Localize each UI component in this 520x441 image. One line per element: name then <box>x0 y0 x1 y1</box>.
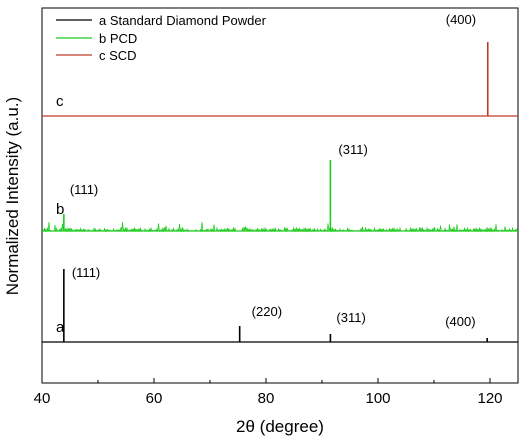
x-tick-label: 100 <box>365 390 390 407</box>
peak-label-a: (311) <box>336 310 365 325</box>
x-tick-label: 60 <box>146 390 163 407</box>
peak-annotations: (111) (220) (311) (400) (111) (311) (400) <box>70 12 476 329</box>
legend-label-a: a Standard Diamond Powder <box>99 13 267 28</box>
x-tick-label: 80 <box>258 390 275 407</box>
x-axis-title: 2θ (degree) <box>236 417 324 436</box>
legend: a Standard Diamond Powder b PCD c SCD <box>56 13 267 63</box>
plot-frame <box>41 7 519 384</box>
legend-label-c: c SCD <box>99 48 137 63</box>
x-axis-tick-labels: 40 60 80 100 120 <box>34 390 503 407</box>
y-axis-title: Normalized Intensity (a.u.) <box>3 97 22 295</box>
x-tick-label: 40 <box>34 390 51 407</box>
peak-label-a: (111) <box>72 265 100 280</box>
pcd-noise <box>41 221 519 233</box>
series-letter-b: b <box>56 201 64 218</box>
pcd-noise-path <box>41 221 519 233</box>
legend-label-b: b PCD <box>99 31 137 46</box>
series-letter-c: c <box>56 93 64 110</box>
series-letters: a b c <box>56 93 65 336</box>
peak-label-b: (311) <box>338 142 367 157</box>
x-axis-ticks <box>41 378 491 383</box>
peak-label-c: (400) <box>446 12 476 27</box>
peak-label-b: (111) <box>70 182 98 197</box>
series-peaks <box>63 42 489 342</box>
peak-label-a: (220) <box>252 304 282 319</box>
series-letter-a: a <box>56 319 65 336</box>
peak-label-a: (400) <box>445 314 475 329</box>
x-tick-label: 120 <box>477 390 502 407</box>
